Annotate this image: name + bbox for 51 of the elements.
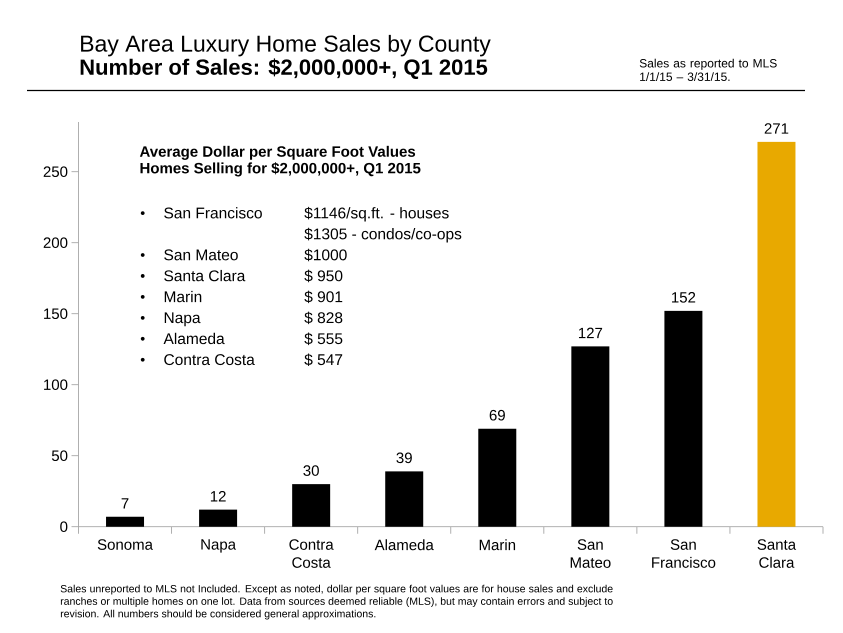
x-tick-label: Napa bbox=[201, 539, 236, 553]
y-tick-label: 0 bbox=[60, 521, 68, 532]
category-label: Santa Clara bbox=[164, 270, 246, 282]
bar bbox=[106, 516, 144, 527]
y-tick-label: 200 bbox=[44, 237, 68, 248]
y-tick-label: 50 bbox=[52, 450, 68, 462]
category-label: Contra Costa bbox=[164, 354, 255, 366]
text: Sales as reported to MLS 1/1/15 – 3/31/15. bbox=[640, 58, 777, 81]
bar bbox=[478, 428, 516, 527]
data-label: 39 bbox=[396, 452, 412, 464]
y-tick-label: 100 bbox=[44, 379, 68, 390]
text: $1146/sq.ft. - houses bbox=[304, 206, 449, 222]
bar bbox=[664, 310, 702, 527]
data-label: 152 bbox=[672, 292, 696, 303]
category-label: Marin bbox=[164, 290, 202, 302]
data-label: 7 bbox=[122, 498, 128, 509]
category-label: San Mateo bbox=[164, 249, 238, 260]
chart-subtitle: Number of Sales: $2,000,000+, Q1 2015 bbox=[80, 58, 488, 80]
x-tick-label: Alameda bbox=[374, 539, 434, 550]
text: $1305 - condos/co-ops bbox=[304, 228, 462, 242]
data-label: 12 bbox=[210, 490, 226, 502]
text: Average Dollar per Square Foot Values bbox=[140, 146, 416, 160]
text: $ 547 bbox=[304, 353, 342, 366]
bar bbox=[385, 471, 424, 527]
text: $ 950 bbox=[304, 270, 342, 282]
x-tick-label: Marin bbox=[480, 539, 516, 550]
category-label: Napa bbox=[164, 312, 201, 326]
text: $ 901 bbox=[304, 290, 342, 304]
text: Homes Selling for $2,000,000+, Q1 2015 bbox=[140, 162, 420, 176]
chart-title: Bay Area Luxury Home Sales by County bbox=[81, 34, 491, 56]
category-label: San Francisco bbox=[164, 207, 262, 218]
bar bbox=[199, 510, 238, 527]
y-tick-label: 250 bbox=[44, 166, 68, 178]
x-tick-label: Contra Costa bbox=[289, 539, 334, 568]
bar bbox=[757, 142, 796, 527]
x-tick-label: San Mateo bbox=[570, 539, 611, 568]
text: $1000 bbox=[304, 248, 347, 262]
category-label: Alameda bbox=[164, 332, 225, 344]
text: Sales unreported to MLS not Included. Except as noted, dollar per square foot values are for house sales and exclude ranches or multiple homes on one lot. Data from sources deemed reliable (MLS), but may contain errors and subject to revision. All numbers should be considered general approximations. bbox=[60, 584, 613, 620]
bar bbox=[571, 346, 610, 527]
x-tick-label: Santa Clara bbox=[758, 539, 796, 568]
y-tick-label: 150 bbox=[44, 308, 68, 320]
text: $ 828 bbox=[304, 312, 342, 324]
x-tick-label: San Francisco bbox=[652, 539, 716, 568]
data-label: 30 bbox=[303, 465, 319, 476]
data-label: 271 bbox=[764, 123, 788, 134]
data-label: 127 bbox=[578, 328, 602, 338]
bar bbox=[292, 484, 330, 527]
x-tick-label: Sonoma bbox=[98, 539, 153, 550]
data-label: 69 bbox=[490, 410, 505, 421]
text: $ 555 bbox=[304, 332, 342, 346]
